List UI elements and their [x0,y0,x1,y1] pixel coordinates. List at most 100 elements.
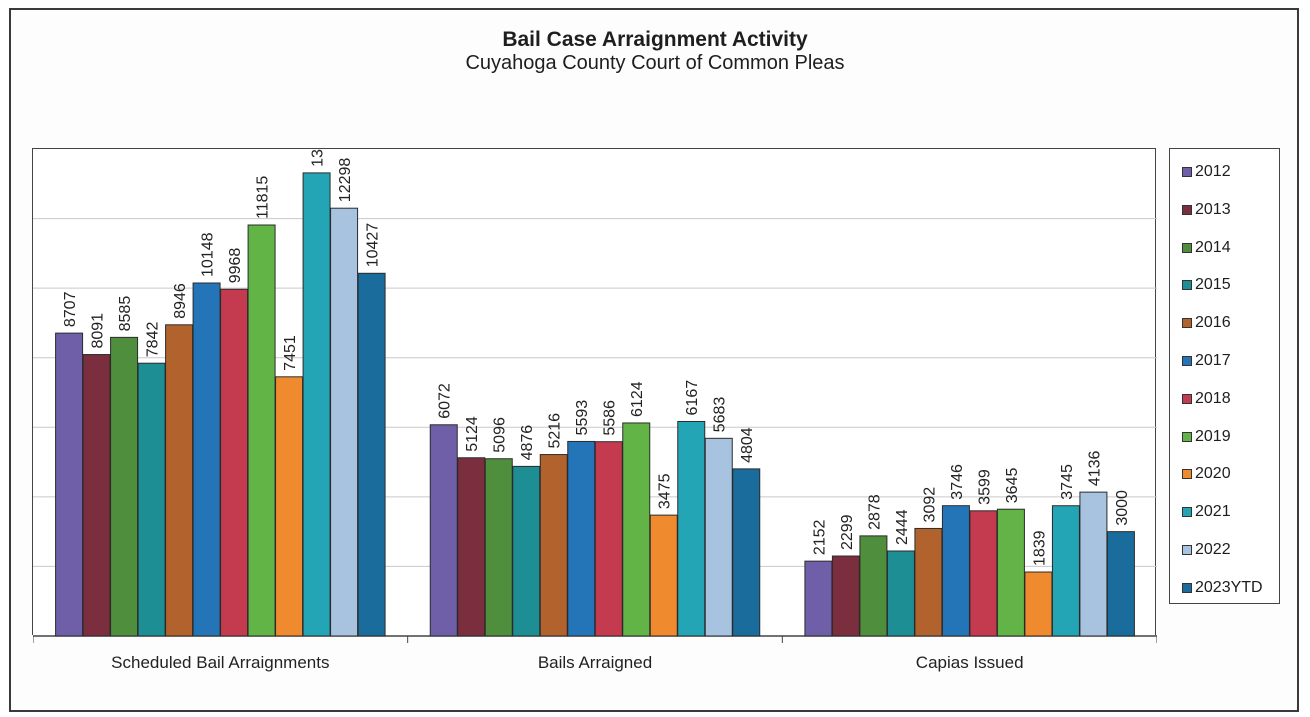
legend-swatch [1182,431,1192,442]
bar-2015-1 [512,465,541,637]
bar-2014-2 [859,535,888,637]
bar-2020-0 [275,376,304,637]
bar-2017-2 [941,505,970,637]
bar-2017-1 [567,440,596,637]
data-label: 5096 [492,417,509,453]
data-label: 5124 [464,416,481,452]
legend-label: 2014 [1195,238,1231,256]
data-label: 4876 [519,425,536,461]
data-label: 4804 [739,427,756,463]
data-label: 8091 [90,313,107,349]
legend-label: 2012 [1195,163,1231,180]
bar-2022-2 [1079,491,1108,637]
data-label: 1839 [1031,530,1048,566]
category-label: Bails Arraigned [538,653,652,672]
data-label: 5216 [547,413,564,449]
legend-swatch [1182,204,1192,215]
bar-2019-0 [247,224,276,637]
data-label: 9968 [227,248,244,284]
data-label: 3645 [1004,468,1021,504]
legend-item: 2014 [1182,239,1231,257]
bar-2018-0 [220,288,249,637]
bar-2014-0 [110,336,139,637]
legend-item: 2022 [1182,541,1231,559]
legend-item: 2013 [1182,201,1231,219]
bar-2021-2 [1051,505,1080,637]
bar-2016-2 [914,527,943,637]
plot-area: 8707 8091 8585 7842 8946 10148 9968 11815 7451 13… [32,148,1157,672]
bar-2018-2 [969,510,998,637]
legend-swatch [1182,393,1192,404]
data-label: 2878 [866,494,883,530]
data-label: 4136 [1086,450,1103,486]
legend-item: 2017 [1182,352,1231,370]
legend-label: 2021 [1195,503,1231,521]
legend-item: 2023YTD [1182,579,1263,597]
data-label: 12298 [337,158,354,203]
bar-2013-1 [457,457,486,637]
bar-2016-1 [539,454,568,637]
legend-swatch [1182,318,1192,329]
category-label: Scheduled Bail Arraignments [111,653,329,672]
data-label: 3746 [949,464,966,500]
bar-2012-0 [55,332,84,637]
legend-item: 2012 [1182,163,1231,181]
bar-2019-2 [996,508,1025,637]
data-label: 8585 [117,296,134,332]
data-label: 6124 [629,381,646,417]
data-label: 5683 [712,397,729,433]
legend-label: 2016 [1195,314,1231,332]
bar-2018-1 [594,441,623,637]
data-label: 6072 [437,383,454,419]
bar-2023YTD-2 [1106,531,1135,637]
bar-2022-1 [704,437,733,637]
chart-title: Bail Case Arraignment Activity [502,28,808,51]
legend-swatch [1182,242,1192,253]
category-label: Capias Issued [916,653,1024,672]
data-label: 3745 [1059,464,1076,500]
bar-2013-2 [831,555,860,637]
bar-chart: 8707 8091 8585 7842 8946 10148 9968 11815 7451 13… [33,149,1157,672]
data-label: 10427 [365,223,382,268]
data-label: 3599 [976,469,993,505]
bar-2014-1 [484,458,513,637]
legend-label: 2023YTD [1195,578,1263,596]
legend-swatch [1182,356,1192,366]
data-label: 13313 [310,149,327,167]
legend-swatch [1182,582,1192,593]
data-label: 3092 [921,487,938,523]
legend-label: 2018 [1195,389,1231,407]
legend: 2012 2013 2014 2015 2016 2017 2018 2019 2020 2021… [1169,148,1280,604]
bar-2023YTD-1 [732,468,761,637]
legend-label: 2013 [1195,200,1231,218]
legend-label: 2022 [1195,541,1231,558]
bar-2016-0 [165,324,194,637]
legend-label: 2015 [1195,276,1231,294]
legend-label: 2017 [1195,352,1231,369]
data-label: 3475 [657,473,674,509]
legend-swatch [1182,280,1192,291]
bar-2012-1 [429,424,458,637]
legend-swatch [1182,545,1192,555]
legend-item: 2020 [1182,465,1231,483]
legend-swatch [1182,507,1192,518]
legend-item: 2015 [1182,276,1231,294]
data-label: 7842 [145,322,162,358]
bar-2017-0 [192,282,221,637]
data-label: 7451 [282,335,299,371]
bar-2023YTD-0 [357,272,386,637]
data-label: 2299 [839,514,856,550]
chart-subtitle: Cuyahoga County Court of Common Pleas [465,52,845,74]
data-label: 11815 [255,176,272,219]
data-label: 3000 [1114,490,1131,526]
bar-2020-2 [1024,571,1053,637]
bar-2022-0 [330,207,359,637]
bar-2013-0 [82,354,111,637]
bar-2020-1 [649,514,678,637]
legend-label: 2020 [1195,465,1231,483]
legend-item: 2019 [1182,428,1231,446]
data-label: 10148 [200,232,217,277]
data-label: 8707 [62,291,79,327]
data-label: 6167 [684,380,701,416]
bar-2021-1 [677,420,706,637]
